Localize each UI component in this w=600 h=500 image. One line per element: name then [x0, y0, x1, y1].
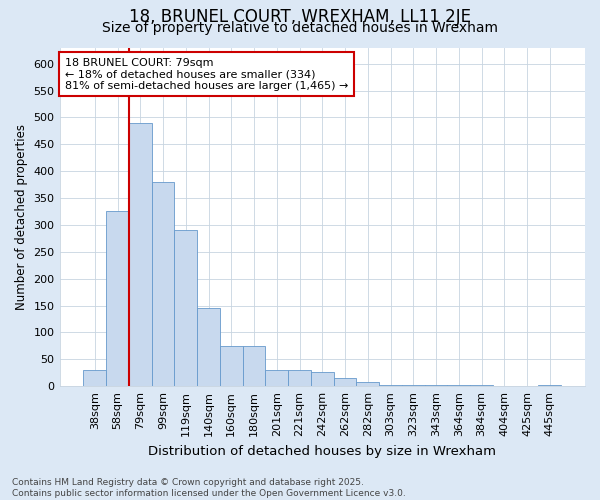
Bar: [311, 372, 334, 386]
Bar: [288, 370, 311, 386]
Bar: [175, 230, 197, 386]
Bar: [106, 212, 129, 386]
Bar: [83, 370, 106, 386]
Bar: [379, 384, 402, 386]
Bar: [129, 123, 152, 386]
Bar: [448, 385, 470, 386]
Y-axis label: Number of detached properties: Number of detached properties: [15, 124, 28, 310]
Text: Contains HM Land Registry data © Crown copyright and database right 2025.
Contai: Contains HM Land Registry data © Crown c…: [12, 478, 406, 498]
Bar: [265, 370, 288, 386]
Text: 18 BRUNEL COURT: 79sqm
← 18% of detached houses are smaller (334)
81% of semi-de: 18 BRUNEL COURT: 79sqm ← 18% of detached…: [65, 58, 348, 91]
Bar: [334, 378, 356, 386]
Bar: [242, 346, 265, 386]
Bar: [425, 384, 448, 386]
Bar: [470, 385, 493, 386]
Bar: [152, 182, 175, 386]
Text: Size of property relative to detached houses in Wrexham: Size of property relative to detached ho…: [102, 21, 498, 35]
Bar: [356, 382, 379, 386]
X-axis label: Distribution of detached houses by size in Wrexham: Distribution of detached houses by size …: [148, 444, 496, 458]
Text: 18, BRUNEL COURT, WREXHAM, LL11 2JE: 18, BRUNEL COURT, WREXHAM, LL11 2JE: [129, 8, 471, 26]
Bar: [538, 385, 561, 386]
Bar: [402, 384, 425, 386]
Bar: [220, 346, 242, 386]
Bar: [197, 308, 220, 386]
